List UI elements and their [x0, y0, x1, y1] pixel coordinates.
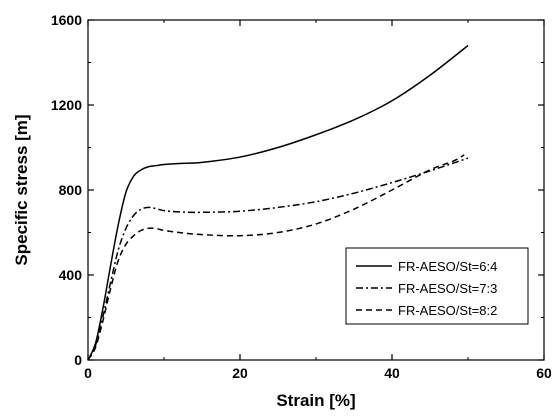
legend-box — [345, 247, 529, 325]
series-line-3 — [87, 154, 465, 361]
legend-label-1: FR-AESO/St=6:4 — [398, 259, 497, 274]
axis-ticks — [87, 19, 545, 361]
legend-label-2: FR-AESO/St=7:3 — [398, 281, 497, 296]
y-tick-label: 1200 — [51, 97, 82, 113]
x-tick-label: 60 — [536, 365, 552, 381]
x-axis-title: Strain [%] — [276, 391, 355, 410]
series-line-2 — [87, 157, 469, 361]
legend-label-3: FR-AESO/St=8:2 — [398, 303, 497, 318]
y-tick-labels: 0 400 800 1200 1600 — [51, 12, 82, 368]
series-line-1 — [87, 44, 469, 361]
x-tick-label: 0 — [84, 365, 92, 381]
legend: FR-AESO/St=6:4 FR-AESO/St=7:3 FR-AESO/St=8… — [345, 247, 529, 325]
series-lines — [87, 44, 469, 361]
y-tick-label: 0 — [74, 352, 82, 368]
y-tick-label: 400 — [59, 267, 83, 283]
x-tick-labels: 0 20 40 60 — [84, 365, 552, 381]
x-tick-label: 20 — [232, 365, 248, 381]
x-tick-label: 40 — [384, 365, 400, 381]
y-tick-label: 1600 — [51, 12, 82, 28]
y-axis-title: Specific stress [m] — [12, 114, 31, 265]
legend-items: FR-AESO/St=6:4 FR-AESO/St=7:3 FR-AESO/St=8… — [356, 259, 497, 318]
y-tick-label: 800 — [59, 182, 83, 198]
